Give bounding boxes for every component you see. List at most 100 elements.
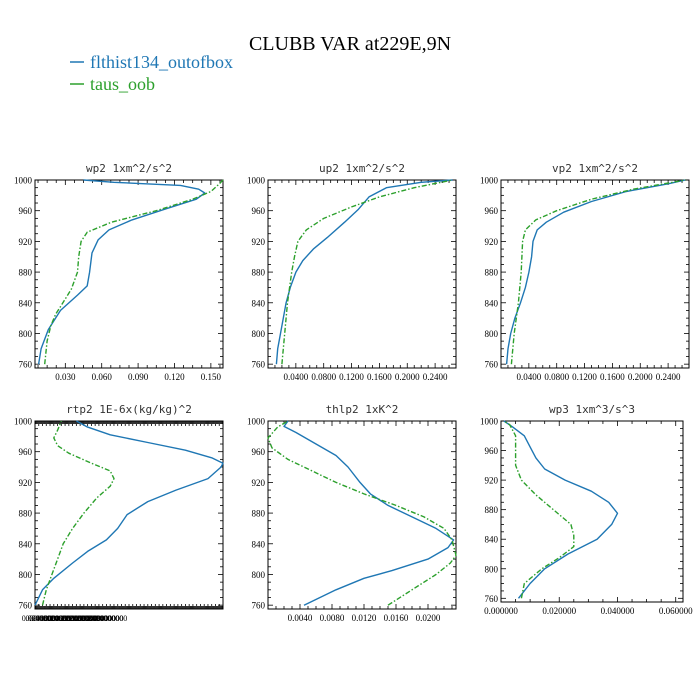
x-tick-label: 0.1200 [572,372,597,382]
series-line-taus-oob [267,420,457,606]
y-tick-label: 880 [252,268,266,278]
y-tick-label: 1000 [14,176,33,186]
y-tick-label: 760 [252,601,266,611]
x-tick-label: 0.1400000 [44,614,78,623]
y-tick-label: 760 [252,360,266,370]
y-tick-label: 840 [19,539,33,549]
y-tick-label: 800 [252,570,266,580]
panel-6: wp3 1xm^3/s^3 760 800 840 880 920 960 1000 0.000… [480,403,693,616]
x-tick-label: 0.0800 [311,372,336,382]
series-line-taus-oob [41,420,115,606]
x-tick-label: 0.0400000 [26,614,60,623]
panel-frame [267,420,457,610]
y-tick-label: 800 [485,564,499,574]
y-tick-label: 880 [19,509,33,519]
x-tick-label: 0.0400 [283,372,308,382]
y-tick-label: 960 [485,446,499,456]
y-tick-label: 960 [485,206,499,216]
panel-title: wp2 1xm^2/s^2 [86,162,172,175]
y-tick-label: 1000 [247,417,266,427]
panel-title: up2 1xm^2/s^2 [319,162,405,175]
x-tick-label: 0.1200000 [41,614,75,623]
x-tick-label: 0.0080 [320,613,345,623]
x-tick-label: 0.1800000 [52,614,86,623]
legend-label-2: taus_oob [90,74,155,94]
series-line-taus-oob [510,179,686,365]
y-tick-label: 880 [19,268,33,278]
x-tick-label: 0.0200 [416,613,441,623]
x-tick-label: 0.0800 [544,372,569,382]
y-tick-label: 1000 [480,417,499,427]
y-tick-label: 960 [252,447,266,457]
x-tick-label: 0.030 [55,372,76,382]
x-tick-label: 0.150 [201,372,222,382]
x-tick-label: 0.1000000 [37,614,71,623]
y-tick-label: 1000 [14,417,33,427]
x-tick-label: 0.0040 [288,613,313,623]
x-tick-label: 0.0200000 [22,614,56,623]
x-tick-label: 0.3600000 [86,614,120,623]
series-line-taus-oob [44,179,224,365]
y-tick-label: 880 [485,505,499,515]
series-line-flthist134-outofbox [503,420,619,599]
x-tick-label: 0.0160 [384,613,409,623]
x-tick-label: 0.060000 [659,606,693,616]
y-tick-label: 1000 [247,176,266,186]
series-line-flthist134-outofbox [275,179,453,365]
x-tick-label: 0.2000 [395,372,420,382]
x-tick-label: 0.020000 [542,606,576,616]
y-tick-label: 960 [19,447,33,457]
x-tick-label: 0.0120 [352,613,377,623]
x-tick-label: 0.1200 [339,372,364,382]
y-tick-label: 800 [485,329,499,339]
panel-frame [267,179,457,369]
series-line-flthist134-outofbox [283,420,455,606]
panel-title: wp3 1xm^3/s^3 [549,403,635,416]
y-tick-label: 840 [19,298,33,308]
x-tick-label: 0.1600 [367,372,392,382]
x-tick-label: 0.0400 [516,372,541,382]
x-tick-label: 0.1600000 [48,614,82,623]
x-tick-label: 0.3200000 [78,614,112,623]
series-line-taus-oob [281,179,453,365]
x-tick-label: 0.000000 [484,606,518,616]
x-tick-label: 0.3000000 [74,614,108,623]
x-tick-label: 0.3800000 [89,614,123,623]
y-tick-label: 920 [19,237,33,247]
series-line-flthist134-outofbox [34,420,224,606]
series-line-taus-oob [503,420,575,599]
y-tick-label: 920 [252,478,266,488]
x-tick-label: 0.1600 [600,372,625,382]
figure-title: CLUBB VAR at229E,9N [249,33,451,55]
panel-title: vp2 1xm^2/s^2 [552,162,638,175]
y-tick-label: 840 [485,298,499,308]
x-tick-label: 0.090 [128,372,149,382]
y-tick-label: 840 [252,539,266,549]
x-tick-label: 0.2400 [423,372,448,382]
x-tick-label: 0.120 [164,372,185,382]
legend: flthist134_outofbox taus_oob [70,52,233,94]
y-tick-label: 760 [485,360,499,370]
y-tick-label: 960 [19,206,33,216]
y-tick-label: 800 [252,329,266,339]
x-tick-label: 0.0800000 [33,614,67,623]
y-tick-label: 840 [485,535,499,545]
series-line-flthist134-outofbox [505,179,686,365]
panels: wp2 1xm^2/s^2 760 800 840 880 920 960 1000 0.030… [14,162,693,623]
y-tick-label: 920 [252,237,266,247]
y-tick-label: 920 [485,237,499,247]
panel-title: thlp2 1xK^2 [326,403,399,416]
x-tick-label: 0.2200000 [59,614,93,623]
y-tick-label: 1000 [480,176,499,186]
y-tick-label: 800 [19,570,33,580]
panel-title: rtp2 1E-6x(kg/kg)^2 [66,403,192,416]
panel-1: wp2 1xm^2/s^2 760 800 840 880 920 960 1000 0.030… [14,162,224,382]
panel-3: vp2 1xm^2/s^2 760 800 840 880 920 960 1000 0.040… [480,162,690,382]
y-tick-label: 760 [19,601,33,611]
y-tick-label: 880 [252,509,266,519]
x-tick-label: 0.2800000 [71,614,105,623]
y-tick-label: 880 [485,268,499,278]
panel-frame [34,179,224,369]
x-tick-label: 0.4000000 [93,614,127,623]
